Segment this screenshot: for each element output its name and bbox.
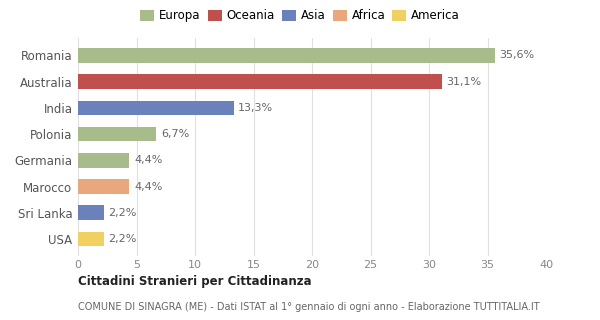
Text: 2,2%: 2,2%	[109, 234, 137, 244]
Bar	[78, 101, 233, 115]
Text: 6,7%: 6,7%	[161, 129, 190, 139]
Bar	[78, 232, 104, 246]
Bar	[78, 127, 157, 141]
Text: 4,4%: 4,4%	[134, 181, 163, 191]
Bar	[78, 153, 130, 167]
Text: Cittadini Stranieri per Cittadinanza: Cittadini Stranieri per Cittadinanza	[78, 275, 311, 288]
Text: 2,2%: 2,2%	[109, 208, 137, 218]
Text: COMUNE DI SINAGRA (ME) - Dati ISTAT al 1° gennaio di ogni anno - Elaborazione TU: COMUNE DI SINAGRA (ME) - Dati ISTAT al 1…	[78, 302, 539, 312]
Bar	[78, 179, 130, 194]
Text: 4,4%: 4,4%	[134, 155, 163, 165]
Bar	[78, 205, 104, 220]
Legend: Europa, Oceania, Asia, Africa, America: Europa, Oceania, Asia, Africa, America	[137, 6, 463, 26]
Bar	[78, 75, 442, 89]
Bar	[78, 48, 494, 63]
Text: 31,1%: 31,1%	[446, 77, 482, 87]
Text: 13,3%: 13,3%	[238, 103, 274, 113]
Text: 35,6%: 35,6%	[499, 51, 535, 60]
